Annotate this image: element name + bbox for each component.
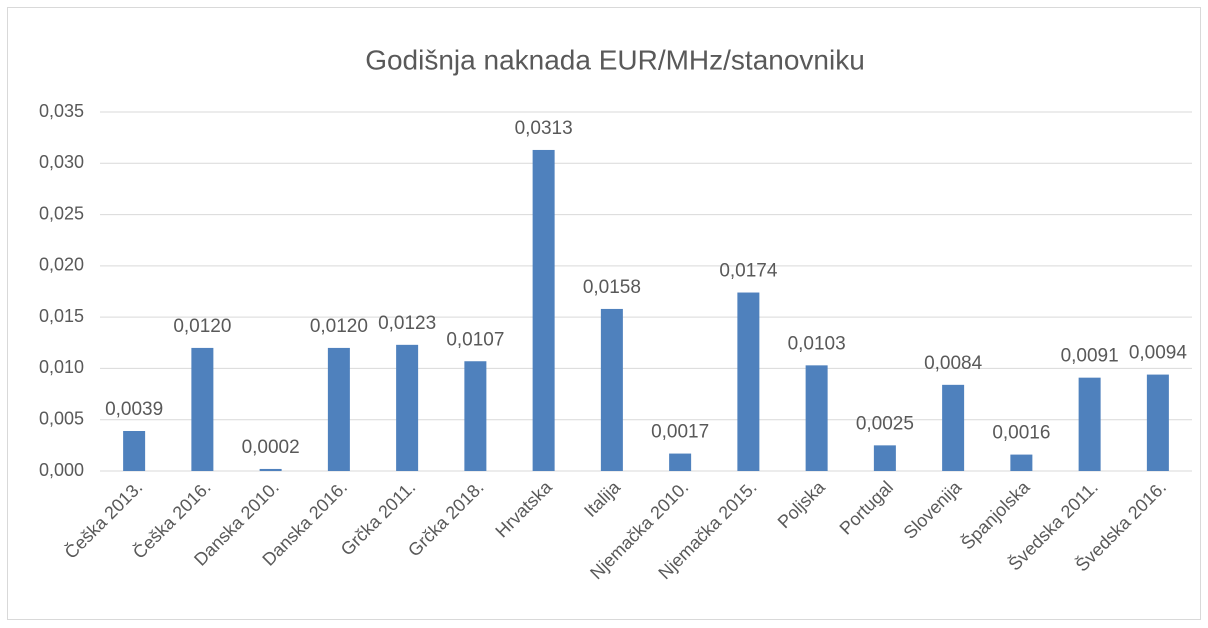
- data-label: 0,0120: [310, 316, 368, 337]
- bar: [396, 344, 419, 471]
- data-label: 0,0039: [105, 399, 163, 420]
- data-label: 0,0123: [378, 313, 436, 334]
- data-label: 0,0091: [1061, 346, 1119, 367]
- y-tick-label: 0,020: [39, 255, 84, 275]
- bar: [737, 292, 760, 471]
- bar: [123, 430, 146, 471]
- bar: [1010, 454, 1033, 471]
- bar: [1146, 374, 1169, 471]
- bar: [1078, 377, 1101, 471]
- y-tick-label: 0,035: [39, 101, 84, 121]
- data-label: 0,0107: [446, 329, 504, 350]
- bar: [942, 384, 965, 471]
- y-tick-label: 0,010: [39, 357, 84, 377]
- data-label: 0,0120: [173, 316, 231, 337]
- y-tick-label: 0,015: [39, 306, 84, 326]
- bar: [669, 453, 692, 471]
- bar: [327, 347, 350, 471]
- bar: [464, 361, 487, 471]
- bar: [532, 149, 555, 472]
- bar: [259, 468, 282, 471]
- data-label: 0,0158: [583, 277, 641, 298]
- y-tick-label: 0,025: [39, 203, 84, 223]
- y-tick-label: 0,030: [39, 152, 84, 172]
- bar: [805, 365, 828, 471]
- data-label: 0,0084: [924, 353, 983, 374]
- data-label: 0,0002: [242, 437, 300, 458]
- data-label: 0,0025: [856, 413, 914, 434]
- chart-title: Godišnja naknada EUR/MHz/stanovniku: [365, 44, 865, 75]
- data-label: 0,0016: [992, 423, 1050, 444]
- data-label: 0,0094: [1129, 343, 1188, 364]
- bar: [600, 308, 623, 471]
- y-tick-label: 0,000: [39, 460, 84, 480]
- data-label: 0,0174: [719, 261, 778, 282]
- data-label: 0,0103: [788, 333, 846, 354]
- data-label: 0,0313: [515, 118, 573, 139]
- data-label: 0,0017: [651, 422, 709, 443]
- bar: [191, 347, 214, 471]
- bar: [873, 445, 896, 471]
- y-tick-label: 0,005: [39, 408, 84, 428]
